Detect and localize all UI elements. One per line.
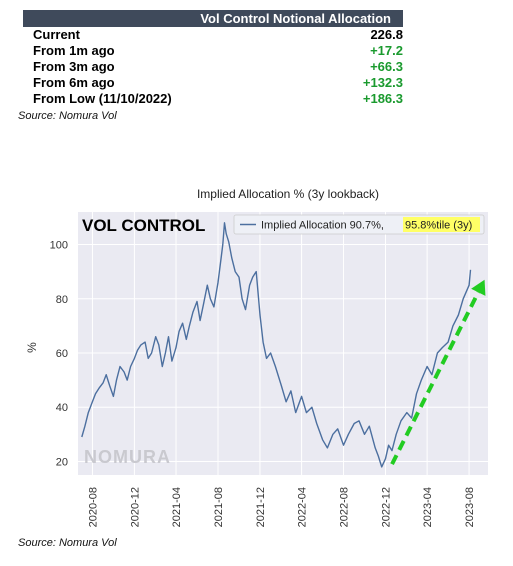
chart-title: Implied Allocation % (3y lookback) xyxy=(197,187,379,201)
trend-arrow-shaft xyxy=(390,291,481,466)
x-tick-label: 2021-08 xyxy=(213,487,225,527)
table-row: From 6m ago +132.3 xyxy=(23,75,403,91)
y-tick-label: 40 xyxy=(56,402,68,414)
x-tick-label: 2021-04 xyxy=(171,487,183,527)
x-tick-label: 2023-04 xyxy=(422,487,434,527)
row-label: Current xyxy=(33,27,80,42)
row-label: From 6m ago xyxy=(33,75,115,90)
y-tick-label: 80 xyxy=(56,294,68,306)
table-body: Current 226.8 From 1m ago +17.2 From 3m ago +… xyxy=(23,27,403,107)
allocation-table: Vol Control Notional Allocation Current 2… xyxy=(23,10,403,107)
y-tick-label: 20 xyxy=(56,456,68,468)
x-tick-label: 2022-04 xyxy=(297,487,309,527)
table-source: Source: Nomura Vol xyxy=(18,110,117,122)
row-value: +66.3 xyxy=(370,59,403,74)
row-label: From Low (11/10/2022) xyxy=(33,91,172,106)
table-row: Current 226.8 xyxy=(23,27,403,43)
plot-area xyxy=(78,212,488,475)
table-row: From 1m ago +17.2 xyxy=(23,43,403,59)
legend-highlight-text: 95.8%tile (3y) xyxy=(405,220,472,232)
legend-highlight-box xyxy=(403,217,480,232)
row-value: 226.8 xyxy=(370,27,403,42)
row-value: +132.3 xyxy=(362,75,403,90)
table-row: From 3m ago +66.3 xyxy=(23,59,403,75)
table-header: Vol Control Notional Allocation xyxy=(23,10,403,27)
row-label: From 1m ago xyxy=(33,43,115,58)
row-value: +186.3 xyxy=(362,91,403,106)
x-tick-label: 2020-12 xyxy=(129,487,141,527)
x-tick-label: 2021-12 xyxy=(255,487,267,527)
implied-allocation-chart: Implied Allocation % (3y lookback) 20 40 60… xyxy=(25,187,488,527)
legend-label: Implied Allocation 90.7%, xyxy=(261,220,384,232)
trend-arrow-head xyxy=(471,279,486,296)
x-tick-label: 2022-12 xyxy=(381,487,393,527)
y-tick-label: 60 xyxy=(56,348,68,360)
nomura-watermark: NOMURA xyxy=(84,447,171,467)
x-tick-label: 2020-08 xyxy=(87,487,99,527)
y-tick-label: 100 xyxy=(50,240,68,252)
chart-source: Source: Nomura Vol xyxy=(18,537,117,549)
table-row: From Low (11/10/2022) +186.3 xyxy=(23,91,403,107)
implied-allocation-series-line xyxy=(81,222,472,468)
y-axis-label: % xyxy=(25,342,39,353)
row-value: +17.2 xyxy=(370,43,403,58)
row-label: From 3m ago xyxy=(33,59,115,74)
vol-control-label: VOL CONTROL xyxy=(82,216,205,235)
x-tick-label: 2022-08 xyxy=(339,487,351,527)
x-tick-label: 2023-08 xyxy=(464,487,476,527)
